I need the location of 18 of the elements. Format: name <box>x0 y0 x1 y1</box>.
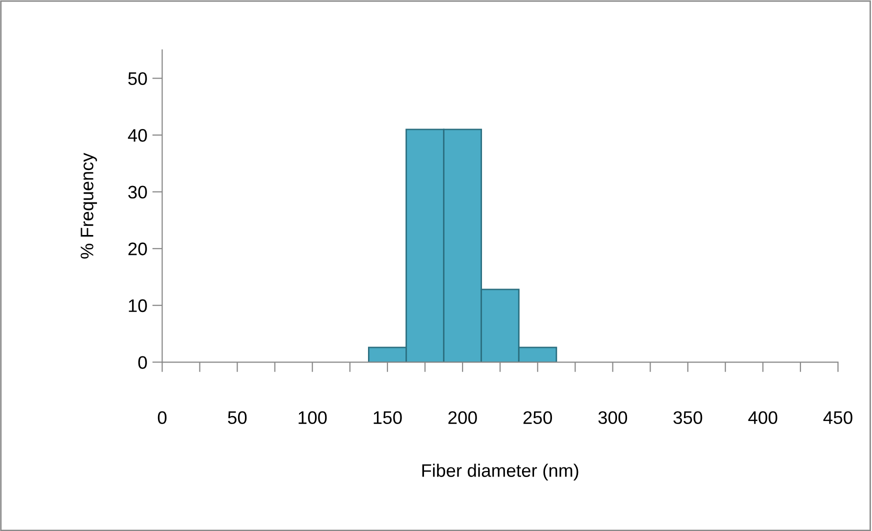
x-tick-label: 450 <box>823 411 852 424</box>
x-tick-label: 200 <box>448 411 477 424</box>
x-tick-label: 100 <box>298 411 327 424</box>
x-tick-label: 150 <box>374 411 402 424</box>
x-tick-label: 400 <box>748 411 778 424</box>
x-axis-title: Fiber diameter (nm) <box>422 464 578 481</box>
y-tick-label: 10 <box>128 299 147 312</box>
y-tick-label: 40 <box>128 129 147 142</box>
y-tick-label: 50 <box>128 72 147 86</box>
x-tick-label: 50 <box>228 411 247 424</box>
x-tick-label: 300 <box>598 411 628 424</box>
y-tick-label: 20 <box>128 242 147 256</box>
x-tick-label: 350 <box>673 411 702 424</box>
x-tick-label: 250 <box>523 411 552 424</box>
y-tick-label: 0 <box>138 356 147 369</box>
y-axis-title: % Frequency <box>80 152 97 259</box>
y-tick-label: 30 <box>128 186 147 199</box>
x-tick-label: 0 <box>158 411 167 424</box>
